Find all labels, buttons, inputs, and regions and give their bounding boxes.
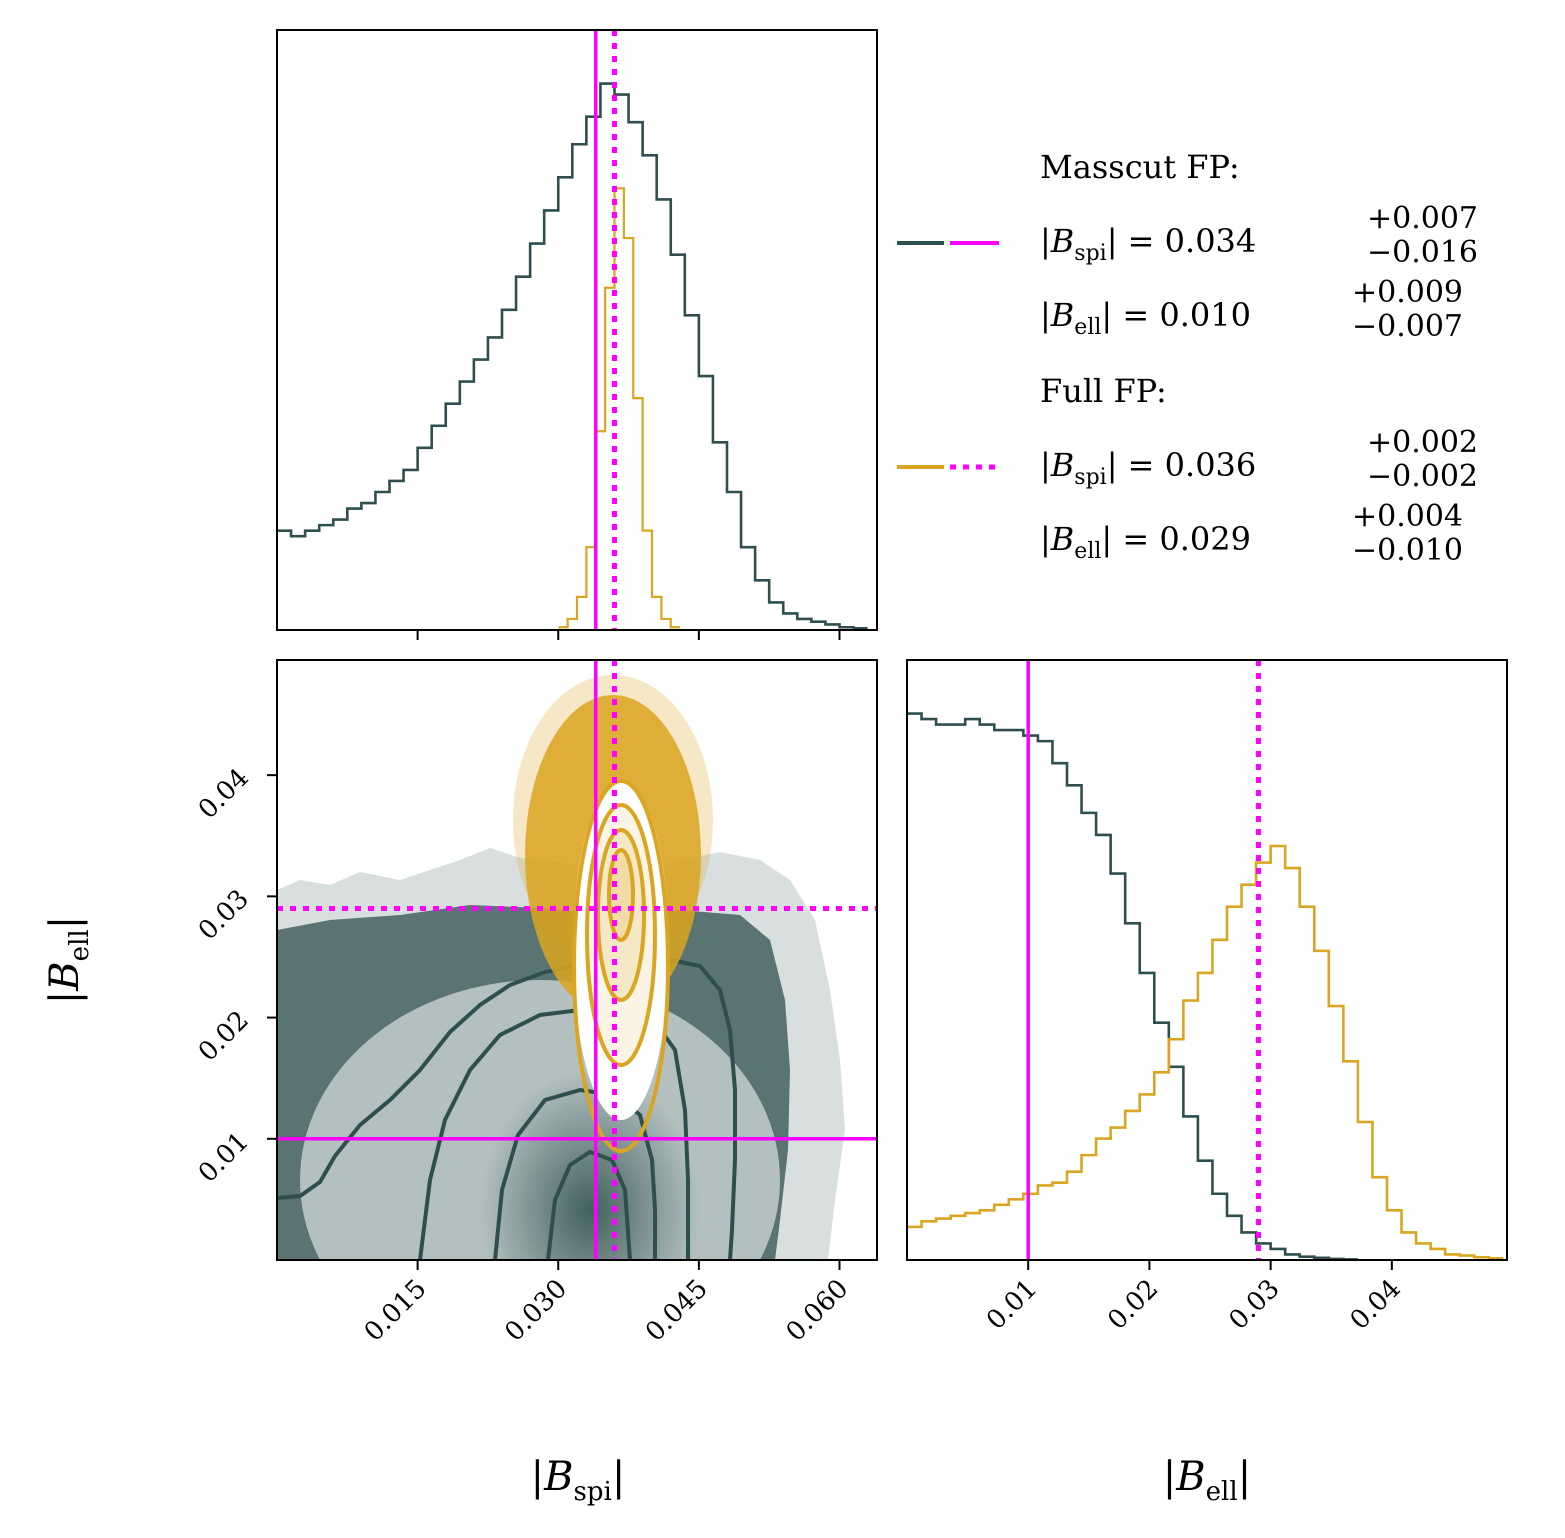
legend-full-spi: |Bspi| = 0.036 (1040, 446, 1256, 490)
legend-full-ell-dn: −0.010 (1352, 533, 1463, 568)
legend-masscut-spi-dn: −0.016 (1367, 235, 1478, 270)
legend-masscut-ell: |Bell| = 0.010 (1040, 296, 1251, 340)
spi-marginal-ticks (416, 630, 841, 640)
joint-ytick-label-3: 0.04 (193, 763, 255, 825)
ell-hist-full (907, 844, 1504, 1260)
masscut-contour-outer (277, 955, 737, 1260)
legend-masscut-ell-dn: −0.007 (1352, 309, 1463, 344)
ell-marginal-ticks: 0.01 0.02 0.03 0.04 (981, 1260, 1407, 1336)
x-axis-label-spi: |Bspi| (531, 1454, 626, 1507)
joint-xtick-label-1: 0.030 (499, 1274, 573, 1348)
full-contour-outer (572, 779, 670, 1153)
ell-xtick-label-2: 0.03 (1223, 1274, 1285, 1336)
legend-full-header: Full FP: (1040, 372, 1167, 410)
ell-xtick-label-3: 0.04 (1345, 1274, 1407, 1336)
joint-xtick-label-0: 0.015 (359, 1274, 433, 1348)
masscut-contour-4 (546, 1149, 632, 1260)
legend-masscut-header: Masscut FP: (1040, 148, 1240, 186)
legend-full-spi-up: +0.002 (1367, 425, 1478, 460)
joint-ytick-label-1: 0.02 (193, 1005, 255, 1067)
legend-full-ell: |Bell| = 0.029 (1040, 520, 1251, 564)
joint-ytick-label-0: 0.01 (193, 1127, 255, 1189)
y-axis-label-ell: |Bell| (42, 916, 95, 1004)
joint-frame (276, 659, 878, 1261)
joint-xtick-label-3: 0.060 (781, 1274, 855, 1348)
ell-marginal-panel: 0.01 0.02 0.03 0.04 (906, 659, 1508, 1336)
legend-masscut-ell-up: +0.009 (1352, 275, 1463, 310)
legend-masscut-spi: |Bspi| = 0.034 (1040, 222, 1256, 266)
spi-hist-masscut (277, 82, 868, 630)
ell-xtick-label-0: 0.01 (981, 1274, 1043, 1336)
legend: Masscut FP: |Bspi| = 0.034 +0.007 −0.016… (897, 148, 1478, 568)
x-axis-label-ell: |Bell| (1163, 1454, 1251, 1507)
legend-full-spi-dn: −0.002 (1367, 459, 1478, 494)
spi-marginal-frame (276, 29, 878, 631)
legend-full-ell-up: +0.004 (1352, 499, 1463, 534)
full-contour-2 (585, 803, 657, 1067)
joint-panel: 0.015 0.030 0.045 0.060 0.01 0.02 0.03 0.04 (193, 659, 878, 1348)
ell-hist-masscut (907, 712, 1358, 1260)
spi-hist-full (558, 187, 681, 629)
ell-marginal-frame (906, 659, 1508, 1261)
spi-marginal-panel (276, 29, 878, 640)
joint-ytick-label-2: 0.03 (193, 884, 255, 946)
legend-masscut-spi-up: +0.007 (1367, 201, 1478, 236)
joint-xtick-label-2: 0.045 (640, 1274, 714, 1348)
masscut-density-inner (480, 1070, 700, 1260)
ell-xtick-label-1: 0.02 (1102, 1274, 1164, 1336)
